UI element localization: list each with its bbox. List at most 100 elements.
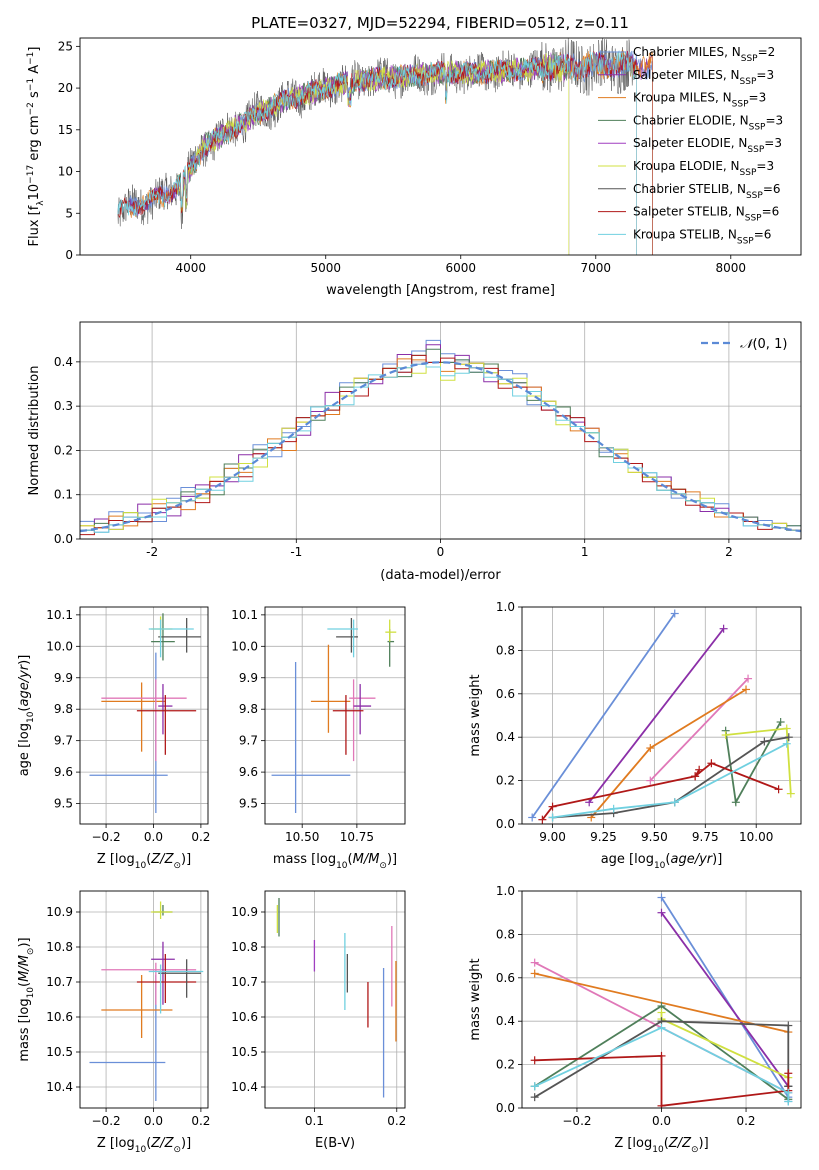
legend-entry: Chabrier ELODIE, NSSP=3 xyxy=(633,113,783,132)
age-vs-metallicity-panel: −0.2 0.0 0.2 9.5 9.6 9.7 9.8 9.9 10.0 10.1 Z [log1… xyxy=(17,606,210,871)
error-bar-point xyxy=(158,959,201,998)
y-tick-label: 0.2 xyxy=(496,774,515,788)
plot-area xyxy=(276,898,397,1098)
y-tick-label: 0.4 xyxy=(496,730,515,744)
y-tick-label: 0.3 xyxy=(54,399,73,413)
y-tick-label: 10.9 xyxy=(231,905,258,919)
weight-marker xyxy=(657,1051,666,1060)
legend: Chabrier MILES, NSSP=2 Salpeter MILES, NS… xyxy=(598,45,783,246)
y-tick-label: 10.5 xyxy=(46,1045,73,1059)
error-bar-point xyxy=(327,619,358,658)
weight-marker xyxy=(742,685,751,694)
y-tick-label: 10.6 xyxy=(231,1010,258,1024)
weight-marker xyxy=(731,798,740,807)
y-tick-label: 1.0 xyxy=(496,600,515,614)
error-bar-point xyxy=(336,618,358,653)
error-bar-point xyxy=(136,695,197,755)
y-tick-label: 9.5 xyxy=(239,797,258,811)
weight-line xyxy=(694,769,700,777)
weight-marker xyxy=(784,733,793,742)
spectrum-panel: 4000 5000 6000 7000 8000 0 5 10 15 20 25 wavelength… xyxy=(26,37,802,298)
axes-frame xyxy=(79,606,209,825)
weight-marker xyxy=(657,908,666,917)
weight-marker xyxy=(609,804,618,813)
legend-entry: 𝒩(0, 1) xyxy=(740,337,787,352)
y-tick-label: 9.7 xyxy=(54,734,73,748)
x-tick-label: 10.75 xyxy=(340,830,374,844)
y-tick-label: 10.0 xyxy=(231,639,258,653)
weight-marker xyxy=(530,958,539,967)
x-axis-label: age [log10(age/yr)] xyxy=(601,852,723,871)
y-tick-label: 15 xyxy=(58,123,73,137)
weight-marker xyxy=(528,813,537,822)
weight-line xyxy=(552,736,789,819)
y-tick-label: 9.9 xyxy=(239,671,258,685)
plot-area xyxy=(117,38,653,255)
x-tick-label: 0.0 xyxy=(144,1114,163,1128)
error-bar-point xyxy=(101,962,197,1005)
y-axis-label: age [log10(age/yr)] xyxy=(17,655,36,777)
error-bar-point xyxy=(89,975,166,1101)
error-bar-point xyxy=(332,695,364,755)
weight-marker xyxy=(670,609,679,618)
x-tick-label: 2 xyxy=(725,545,733,559)
axes-frame xyxy=(264,606,406,825)
y-tick-label: 9.6 xyxy=(239,765,258,779)
y-tick-label: 0.2 xyxy=(54,443,73,457)
plot-area xyxy=(89,613,201,813)
error-bar-point xyxy=(148,964,204,1014)
weight-marker xyxy=(784,1069,793,1078)
weight-marker xyxy=(646,776,655,785)
x-tick-label: 9.75 xyxy=(692,830,719,844)
x-axis-label: Z [log10(Z/Z⊙)] xyxy=(614,1136,708,1155)
weight-vs-metallicity-panel: −0.2 0.0 0.2 0.0 0.2 0.4 0.6 0.8 1.0 Z [log10(Z/Z… xyxy=(468,884,802,1155)
legend-entry: Salpeter MILES, NSSP=3 xyxy=(633,68,774,87)
legend-entry: Salpeter ELODIE, NSSP=3 xyxy=(633,136,782,155)
weight-marker xyxy=(784,1097,793,1106)
gaussian-curve xyxy=(80,361,801,533)
axes-frame xyxy=(521,890,802,1109)
x-tick-label: 1 xyxy=(581,545,589,559)
spectrum-line xyxy=(176,52,570,255)
x-tick-label: -2 xyxy=(146,545,158,559)
y-tick-label: 0.0 xyxy=(496,1101,515,1115)
weight-marker xyxy=(530,1082,539,1091)
y-tick-label: 5 xyxy=(65,206,73,220)
spectrum-line xyxy=(117,50,637,255)
x-tick-label: −0.2 xyxy=(92,1114,121,1128)
error-bar-point xyxy=(101,679,187,762)
x-tick-label: 9.50 xyxy=(641,830,668,844)
weight-line xyxy=(534,1020,790,1098)
y-axis-label: mass weight xyxy=(468,674,483,756)
plot-area xyxy=(89,901,204,1101)
y-tick-label: 0.0 xyxy=(54,532,73,546)
weight-marker xyxy=(782,724,791,733)
y-tick-label: 0.4 xyxy=(54,355,73,369)
weight-marker xyxy=(657,1023,666,1032)
x-tick-label: 4000 xyxy=(175,261,206,275)
x-axis-label: wavelength [Angstrom, rest frame] xyxy=(326,283,555,298)
y-tick-label: 10.7 xyxy=(231,975,258,989)
x-axis-label: (data-model)/error xyxy=(380,568,501,583)
legend-entry: Chabrier MILES, NSSP=2 xyxy=(633,45,775,64)
x-tick-label: 0.2 xyxy=(191,830,210,844)
residuals-histogram-panel: -2 -1 0 1 2 0.0 0.1 0.2 0.3 0.4 (data-model)/error… xyxy=(27,321,802,583)
weight-marker xyxy=(670,798,679,807)
weight-line xyxy=(588,628,725,803)
y-tick-label: 0.2 xyxy=(496,1058,515,1072)
weight-line xyxy=(534,1026,790,1102)
error-bar-point xyxy=(101,682,166,752)
error-bar-point xyxy=(148,619,194,658)
weight-vs-age-panel: 9.00 9.25 9.50 9.75 10.00 0.0 0.2 0.4 0.6 0.8 1.0 a… xyxy=(468,600,802,871)
weight-marker xyxy=(548,813,557,822)
error-bar-point xyxy=(310,644,351,733)
x-axis-label: E(B-V) xyxy=(315,1136,355,1151)
error-bar-point xyxy=(153,905,173,916)
plot-area xyxy=(528,609,795,824)
y-tick-label: 20 xyxy=(58,81,73,95)
weight-line xyxy=(534,1054,790,1107)
weight-marker xyxy=(530,1056,539,1065)
y-tick-label: 10.7 xyxy=(46,975,73,989)
y-tick-label: 9.8 xyxy=(54,702,73,716)
